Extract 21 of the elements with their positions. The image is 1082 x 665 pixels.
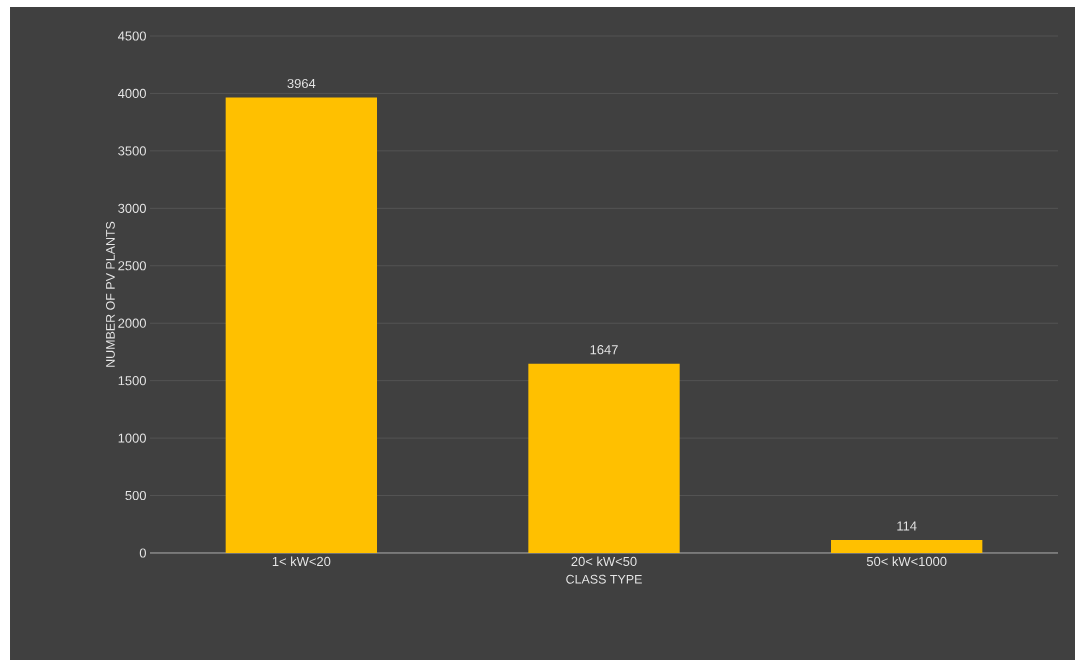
y-tick-label: 1500 — [118, 376, 146, 386]
y-tick-label: 0 — [139, 548, 146, 558]
y-tick-label: 4000 — [117, 88, 146, 99]
data-label: 114 — [897, 521, 917, 531]
y-axis-title: NUMBER OF PV PLANTS — [106, 221, 115, 367]
x-axis-title: CLASS TYPE — [566, 574, 642, 584]
y-tick-label: 2500 — [118, 261, 146, 271]
bar — [528, 363, 680, 553]
y-tick-label: 3500 — [118, 146, 146, 156]
y-tick-label: 2000 — [118, 318, 146, 328]
y-tick-label: 4500 — [117, 31, 146, 41]
y-tick-label: 500 — [125, 490, 146, 501]
y-tick-label: 1000 — [118, 433, 146, 443]
x-tick-label: 50< kW<1000 — [866, 556, 947, 567]
data-label: 3964 — [287, 78, 316, 89]
bar — [225, 97, 378, 553]
x-tick-label: 20< kW<50 — [571, 556, 637, 567]
x-tick-label: 1< kW<20 — [272, 556, 331, 567]
bar — [831, 539, 983, 553]
y-tick-label: 3000 — [118, 203, 146, 213]
data-label: 1647 — [590, 345, 618, 355]
